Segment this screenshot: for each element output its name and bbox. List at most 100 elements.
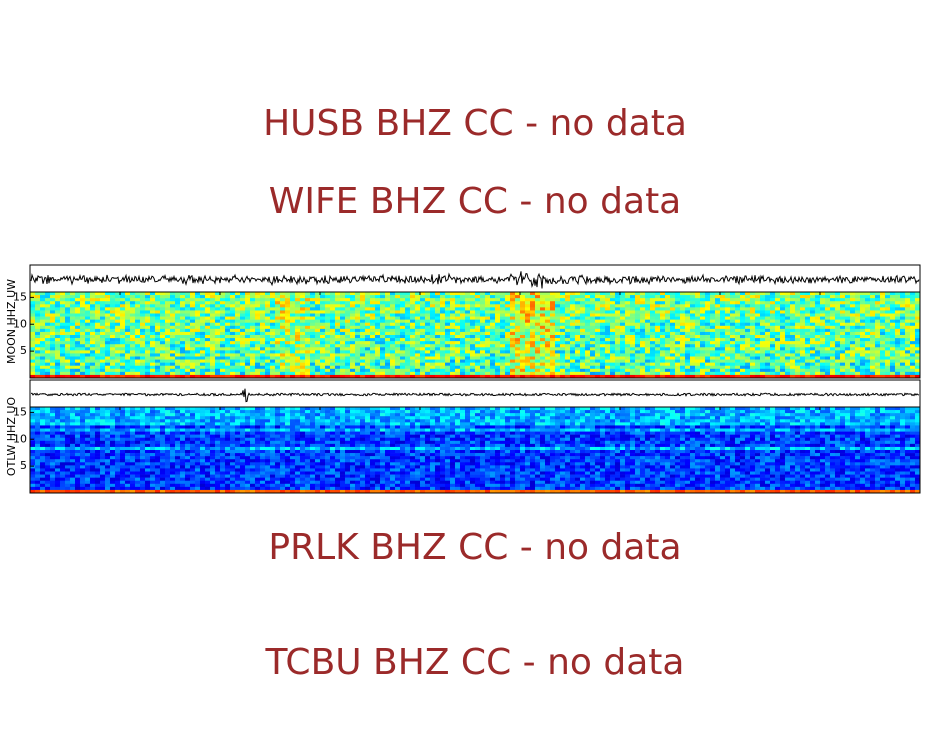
spectrogram-cell [90,362,96,367]
spectrogram-cell [635,319,641,324]
spectrogram-cell [485,362,491,367]
spectrogram-cell [575,341,581,345]
spectrogram-cell [855,356,861,360]
spectrogram-cell [595,368,601,373]
spectrogram-cell [285,347,291,351]
spectrogram-cell [740,353,746,357]
spectrogram-cell [880,298,886,302]
spectrogram-cell [105,301,111,305]
spectrogram-cell [785,365,791,370]
spectrogram-cell [755,368,761,373]
spectrogram-cell [100,356,106,360]
spectrogram-cell [285,310,291,314]
spectrogram-cell [140,322,146,327]
spectrogram-cell [105,316,111,320]
spectrogram-cell [505,316,511,320]
spectrogram-cell [915,325,921,330]
spectrogram-cell [255,341,261,345]
spectrogram-cell [835,365,841,370]
spectrogram-cell [600,310,606,314]
spectrogram-cell [755,335,761,339]
spectrogram-cell [605,295,611,299]
spectrogram-cell [425,331,431,336]
spectrogram-cell [345,307,351,311]
spectrogram-cell [300,344,306,348]
spectrogram-cell [505,374,511,379]
spectrogram-cell [790,298,796,302]
spectrogram-cell [265,298,271,302]
spectrogram-cell [540,331,546,336]
spectrogram-cell [475,292,481,296]
spectrogram-cell [870,325,876,330]
spectrogram-cell [150,292,156,296]
spectrogram-cell [60,301,66,305]
spectrogram-cell [295,359,301,363]
spectrogram-cell [670,368,676,373]
spectrogram-cell [730,322,736,327]
spectrogram-cell [355,353,361,357]
spectrogram-cell [840,356,846,360]
spectrogram-cell [660,341,666,345]
spectrogram-cell [670,335,676,339]
spectrogram-cell [720,335,726,339]
spectrogram-cell [750,335,756,339]
spectrogram-cell [730,304,736,308]
spectrogram-cell [705,356,711,360]
spectrogram-cell [740,341,746,345]
spectrogram-cell [495,304,501,308]
spectrogram-cell [310,316,316,320]
spectrogram-cell [375,338,381,342]
spectrogram-cell [240,347,246,351]
spectrogram-cell [520,319,526,324]
spectrogram-cell [575,344,581,348]
spectrogram-cell [310,322,316,327]
spectrogram-cell [565,362,571,367]
spectrogram-cell [455,359,461,363]
spectrogram-cell [210,335,216,339]
spectrogram-cell [250,335,256,339]
spectrogram-cell [730,319,736,324]
spectrogram-cell [720,341,726,345]
spectrogram-cell [565,304,571,308]
spectrogram-cell [245,325,251,330]
spectrogram-cell [85,331,91,336]
spectrogram-cell [720,362,726,367]
spectrogram-cell [745,307,751,311]
spectrogram-cell [535,316,541,320]
spectrogram-cell [575,307,581,311]
spectrogram-cell [85,307,91,311]
spectrogram-cell [305,371,311,376]
spectrogram-cell [795,368,801,373]
spectrogram-cell [295,356,301,360]
spectrogram-cell [680,301,686,305]
spectrogram-cell [505,365,511,370]
spectrogram-cell [560,353,566,357]
spectrogram-cell [520,298,526,302]
spectrogram-cell [300,368,306,373]
spectrogram-cell [220,359,226,363]
spectrogram-cell [790,328,796,333]
spectrogram-cell [580,353,586,357]
spectrogram-cell [305,310,311,314]
spectrogram-cell [430,368,436,373]
spectrogram-cell [620,328,626,333]
spectrogram-cell [320,371,326,376]
spectrogram-cell [235,374,241,379]
spectrogram-cell [585,298,591,302]
spectrogram-cell [535,338,541,342]
spectrogram-cell [905,301,911,305]
spectrogram-cell [30,347,36,351]
spectrogram-cell [510,331,516,336]
spectrogram-cell [915,295,921,299]
spectrogram-cell [275,295,281,299]
spectrogram-cell [895,298,901,302]
spectrogram-cell [775,341,781,345]
spectrogram-cell [665,313,671,317]
spectrogram-cell [560,292,566,296]
spectrogram-cell [660,331,666,336]
spectrogram-cell [350,319,356,324]
spectrogram-cell [310,359,316,363]
spectrogram-cell [750,304,756,308]
spectrogram-cell [135,331,141,336]
spectrogram-cell [830,325,836,330]
